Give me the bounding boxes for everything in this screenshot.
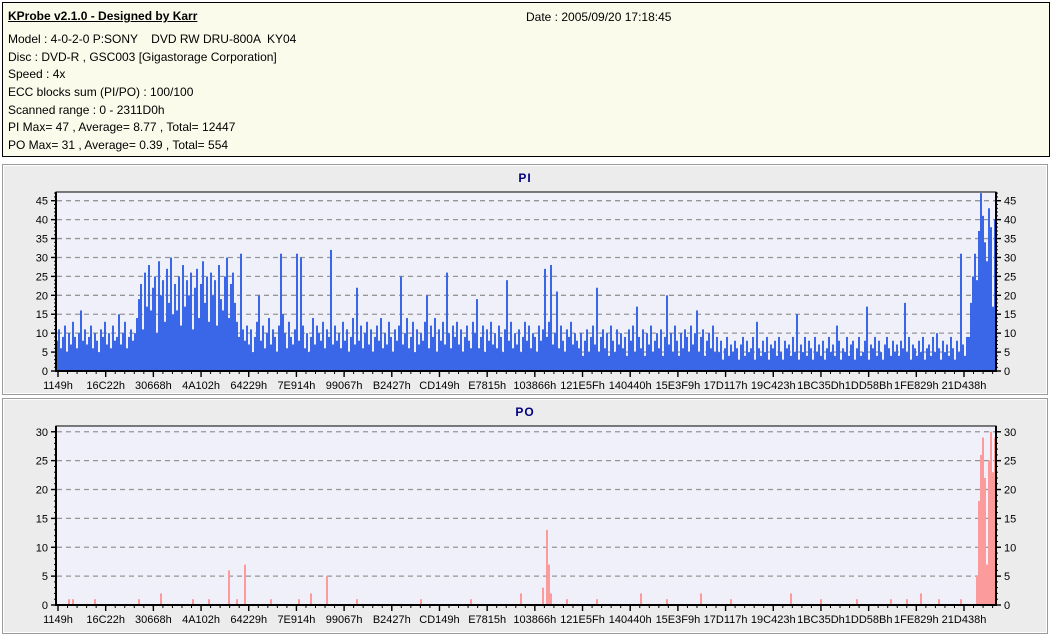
svg-text:121E5Fh: 121E5Fh — [560, 614, 605, 626]
pi-chart-panel: 0 0 5 5 10 10 15 15 20 20 25 25 30 30 35 35 40 40 45 45 1149… — [2, 164, 1048, 395]
svg-text:19C423h: 19C423h — [751, 380, 796, 392]
svg-text:20: 20 — [1004, 290, 1016, 302]
svg-text:1BC35Dh: 1BC35Dh — [797, 380, 845, 392]
svg-text:E7815h: E7815h — [468, 614, 506, 626]
svg-text:21D438h: 21D438h — [942, 614, 987, 626]
pi-chart-canvas: 0 0 5 5 10 10 15 15 20 20 25 25 30 30 35 35 40 40 45 45 1149… — [36, 191, 1016, 392]
scan-info-panel: KProbe v2.1.0 - Designed by Karr Date : … — [2, 2, 1050, 157]
svg-text:17D117h: 17D117h — [704, 614, 748, 626]
po-stats-line: PO Max= 31 , Average= 0.39 , Total= 554 — [8, 138, 229, 153]
svg-text:40: 40 — [36, 215, 48, 227]
svg-text:17D117h: 17D117h — [704, 380, 748, 392]
svg-text:30: 30 — [36, 427, 48, 439]
disc-line: Disc : DVD-R , GSC003 [Gigastorage Corpo… — [8, 49, 277, 64]
svg-text:5: 5 — [1004, 571, 1010, 583]
svg-text:16C22h: 16C22h — [86, 380, 125, 392]
svg-text:5: 5 — [42, 347, 48, 359]
svg-text:1149h: 1149h — [43, 614, 73, 626]
model-line: Model : 4-0-2-0 P:SONY DVD RW DRU-800A K… — [8, 32, 297, 46]
svg-text:30: 30 — [36, 252, 48, 264]
svg-text:0: 0 — [1004, 366, 1010, 378]
svg-text:10: 10 — [1004, 328, 1016, 340]
svg-text:CD149h: CD149h — [419, 614, 459, 626]
svg-text:103866h: 103866h — [513, 380, 556, 392]
svg-text:15: 15 — [36, 513, 48, 525]
svg-text:15: 15 — [1004, 309, 1016, 321]
svg-text:1BC35Dh: 1BC35Dh — [797, 614, 845, 626]
svg-text:1DD58Bh: 1DD58Bh — [845, 614, 893, 626]
svg-text:19C423h: 19C423h — [751, 614, 796, 626]
svg-text:10: 10 — [1004, 542, 1016, 554]
pi-stats-line: PI Max= 47 , Average= 8.77 , Total= 1244… — [8, 120, 236, 135]
svg-text:103866h: 103866h — [513, 614, 556, 626]
svg-text:25: 25 — [1004, 456, 1016, 468]
svg-text:30: 30 — [1004, 427, 1016, 439]
speed-line: Speed : 4x — [8, 67, 66, 82]
pi-chart-title: PI — [518, 171, 532, 185]
svg-text:140440h: 140440h — [609, 380, 652, 392]
svg-text:99067h: 99067h — [326, 380, 363, 392]
ecc-blocks-line: ECC blocks sum (PI/PO) : 100/100 — [8, 85, 194, 100]
svg-text:CD149h: CD149h — [419, 380, 459, 392]
svg-text:15: 15 — [36, 309, 48, 321]
svg-text:45: 45 — [36, 196, 48, 208]
svg-text:0: 0 — [42, 366, 48, 378]
svg-text:5: 5 — [42, 571, 48, 583]
svg-text:7E914h: 7E914h — [277, 380, 315, 392]
svg-text:140440h: 140440h — [609, 614, 652, 626]
svg-text:64229h: 64229h — [230, 380, 267, 392]
app-title: KProbe v2.1.0 - Designed by Karr — [8, 9, 198, 23]
svg-text:45: 45 — [1004, 196, 1016, 208]
svg-text:20: 20 — [1004, 485, 1016, 497]
svg-text:20: 20 — [36, 290, 48, 302]
po-chart-panel: 0 0 5 5 10 10 15 15 20 20 25 25 30 30 1149h 16C22h 30668… — [2, 398, 1048, 634]
svg-text:4A102h: 4A102h — [182, 380, 220, 392]
svg-text:64229h: 64229h — [230, 614, 267, 626]
svg-text:25: 25 — [1004, 271, 1016, 283]
svg-text:1149h: 1149h — [43, 380, 73, 392]
svg-text:E7815h: E7815h — [468, 380, 506, 392]
scan-date: Date : 2005/09/20 17:18:45 — [526, 10, 672, 24]
svg-text:121E5Fh: 121E5Fh — [560, 380, 605, 392]
svg-text:0: 0 — [1004, 600, 1010, 612]
svg-text:15E3F9h: 15E3F9h — [656, 614, 701, 626]
svg-text:15: 15 — [1004, 513, 1016, 525]
svg-text:B2427h: B2427h — [373, 614, 411, 626]
svg-text:25: 25 — [36, 456, 48, 468]
svg-text:15E3F9h: 15E3F9h — [656, 380, 701, 392]
svg-text:40: 40 — [1004, 215, 1016, 227]
scanned-range-line: Scanned range : 0 - 2311D0h — [8, 102, 165, 117]
svg-text:99067h: 99067h — [326, 614, 363, 626]
svg-text:B2427h: B2427h — [373, 380, 411, 392]
svg-text:1FE829h: 1FE829h — [894, 614, 939, 626]
svg-text:10: 10 — [36, 542, 48, 554]
svg-text:35: 35 — [36, 234, 48, 246]
svg-text:30668h: 30668h — [135, 614, 172, 626]
po-chart-canvas: 0 0 5 5 10 10 15 15 20 20 25 25 30 30 1149h 16C22h 30668… — [36, 425, 1016, 626]
svg-text:0: 0 — [42, 600, 48, 612]
svg-text:4A102h: 4A102h — [182, 614, 220, 626]
scan-info-lines: Model : 4-0-2-0 P:SONY DVD RW DRU-800A K… — [8, 31, 296, 155]
svg-text:35: 35 — [1004, 234, 1016, 246]
svg-text:16C22h: 16C22h — [86, 614, 125, 626]
svg-text:1DD58Bh: 1DD58Bh — [845, 380, 893, 392]
svg-text:30: 30 — [1004, 252, 1016, 264]
svg-text:21D438h: 21D438h — [942, 380, 987, 392]
svg-text:10: 10 — [36, 328, 48, 340]
svg-text:30668h: 30668h — [135, 380, 172, 392]
svg-text:5: 5 — [1004, 347, 1010, 359]
svg-text:7E914h: 7E914h — [277, 614, 315, 626]
svg-text:20: 20 — [36, 485, 48, 497]
svg-text:1FE829h: 1FE829h — [894, 380, 939, 392]
svg-text:25: 25 — [36, 271, 48, 283]
po-chart-title: PO — [515, 405, 535, 419]
